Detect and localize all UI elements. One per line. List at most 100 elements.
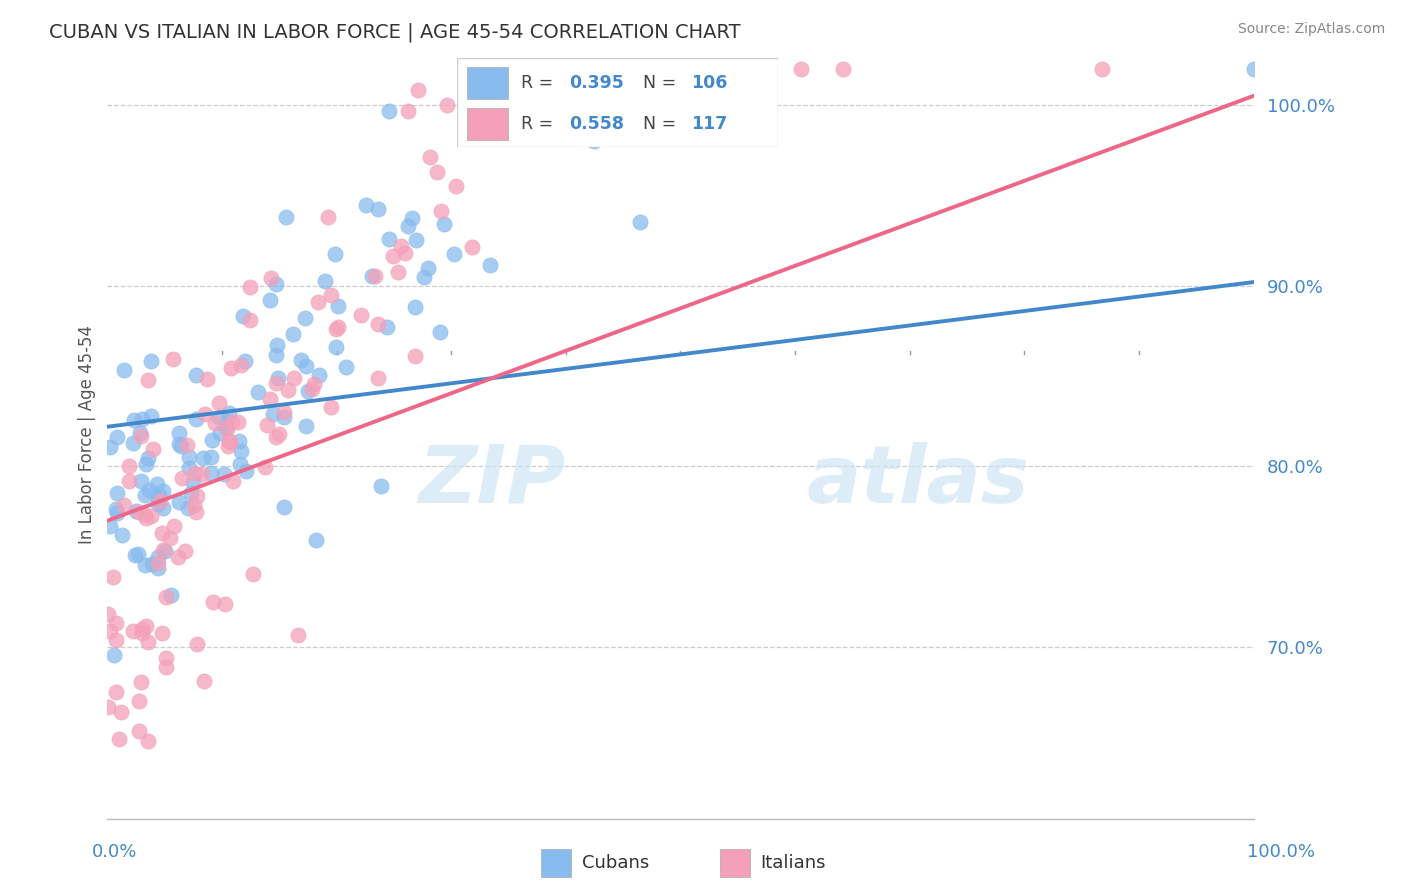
- Point: [136, 451, 159, 466]
- Point: [195, 372, 218, 386]
- Point: [264, 348, 287, 362]
- Point: [177, 500, 200, 515]
- Point: [215, 422, 238, 436]
- Point: [287, 628, 309, 642]
- Point: [416, 261, 439, 276]
- Point: [152, 501, 174, 516]
- FancyBboxPatch shape: [720, 849, 751, 877]
- Text: ZIP: ZIP: [419, 442, 565, 520]
- Point: [221, 416, 243, 430]
- Point: [155, 590, 177, 604]
- Point: [204, 416, 226, 430]
- Point: [295, 359, 318, 373]
- Point: [122, 624, 145, 639]
- Point: [163, 519, 186, 533]
- Point: [134, 507, 156, 521]
- Point: [479, 258, 502, 272]
- Point: [325, 322, 347, 336]
- Point: [148, 549, 170, 564]
- Point: [281, 327, 304, 342]
- Point: [513, 62, 536, 76]
- Point: [239, 279, 262, 293]
- Point: [131, 625, 153, 640]
- Point: [554, 62, 576, 76]
- Point: [104, 502, 127, 516]
- Point: [128, 505, 150, 519]
- Point: [361, 269, 384, 284]
- Point: [222, 474, 245, 488]
- Point: [190, 467, 212, 482]
- Point: [150, 625, 173, 640]
- Point: [356, 198, 378, 212]
- Point: [183, 498, 205, 512]
- Point: [321, 287, 343, 301]
- Point: [328, 299, 350, 313]
- Point: [370, 479, 392, 493]
- Point: [209, 426, 232, 441]
- Point: [98, 440, 121, 454]
- Point: [582, 134, 605, 148]
- Point: [128, 723, 150, 738]
- Point: [436, 98, 458, 112]
- Point: [200, 450, 222, 464]
- Point: [149, 494, 172, 508]
- Point: [259, 271, 281, 285]
- Point: [136, 634, 159, 648]
- Point: [97, 607, 120, 622]
- Point: [406, 82, 429, 96]
- Text: Cubans: Cubans: [582, 854, 648, 872]
- Point: [277, 383, 299, 397]
- Point: [228, 434, 250, 448]
- Point: [134, 488, 156, 502]
- Point: [127, 547, 149, 561]
- Point: [221, 361, 243, 376]
- Point: [568, 62, 591, 76]
- Point: [215, 420, 238, 434]
- Point: [297, 384, 319, 398]
- Point: [136, 373, 159, 387]
- Point: [186, 411, 208, 425]
- Point: [290, 353, 312, 368]
- Point: [155, 651, 177, 665]
- Point: [96, 700, 118, 714]
- Point: [630, 215, 652, 229]
- Point: [173, 544, 195, 558]
- Point: [208, 409, 231, 424]
- Point: [319, 401, 342, 415]
- Point: [125, 504, 148, 518]
- Point: [273, 405, 295, 419]
- Point: [152, 542, 174, 557]
- Text: Source: ZipAtlas.com: Source: ZipAtlas.com: [1237, 22, 1385, 37]
- Point: [610, 62, 633, 76]
- Point: [139, 354, 162, 368]
- Point: [323, 247, 346, 261]
- Point: [443, 247, 465, 261]
- Point: [186, 637, 208, 651]
- Point: [186, 489, 208, 503]
- Point: [444, 179, 467, 194]
- Point: [1243, 62, 1265, 76]
- Point: [246, 384, 269, 399]
- Point: [166, 550, 188, 565]
- Point: [146, 476, 169, 491]
- Point: [176, 438, 198, 452]
- Point: [146, 491, 169, 506]
- Point: [429, 325, 451, 339]
- Point: [135, 511, 157, 525]
- Point: [122, 413, 145, 427]
- Point: [131, 623, 153, 637]
- Point: [105, 485, 128, 500]
- Point: [181, 475, 204, 490]
- Point: [105, 430, 128, 444]
- Point: [378, 103, 401, 118]
- Point: [131, 412, 153, 426]
- Point: [266, 337, 288, 351]
- Point: [232, 310, 254, 324]
- Point: [269, 427, 291, 442]
- Point: [264, 376, 287, 390]
- Point: [266, 430, 288, 444]
- Point: [367, 202, 389, 216]
- Point: [231, 358, 253, 372]
- Point: [129, 675, 152, 690]
- Point: [468, 62, 491, 76]
